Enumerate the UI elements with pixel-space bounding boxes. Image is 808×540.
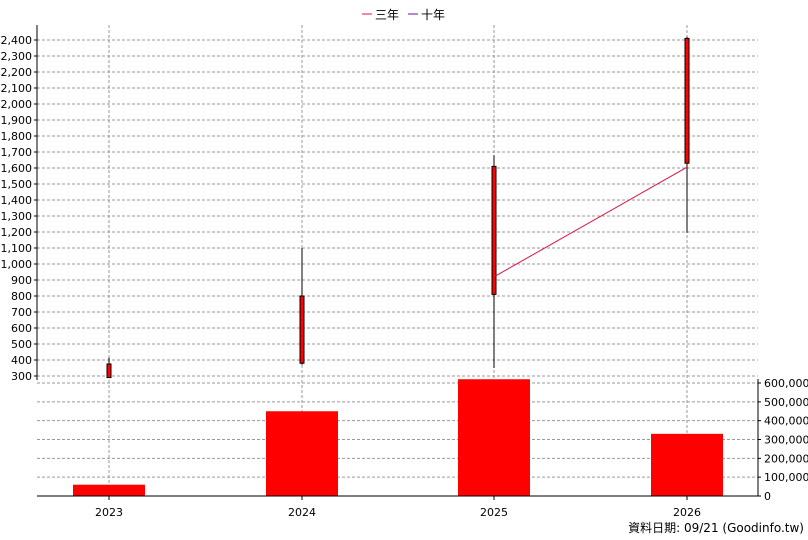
price-candles	[106, 36, 690, 379]
price-tick-label: 700	[11, 306, 32, 319]
grid	[37, 25, 758, 496]
price-tick-label: 1,900	[1, 114, 33, 127]
price-tick-label: 2,000	[1, 98, 33, 111]
average-lines	[493, 166, 688, 278]
price-tick-label: 1,200	[1, 226, 33, 239]
volume-bar-2024	[266, 411, 338, 496]
volume-bars	[73, 379, 723, 496]
candle-body-2024	[299, 295, 305, 364]
candle-body-2023	[106, 363, 112, 379]
volume-tick-label: 500,000	[764, 396, 808, 409]
price-tick-label: 1,400	[1, 194, 33, 207]
price-tick-label: 900	[11, 274, 32, 287]
price-tick-label: 1,600	[1, 162, 33, 175]
candle-body-2025	[491, 165, 497, 295]
legend: 三年 十年	[362, 8, 445, 22]
price-tick-label: 500	[11, 338, 32, 351]
price-tick-label: 2,100	[1, 82, 33, 95]
price-tick-label: 300	[11, 370, 32, 383]
x-tick-label-2025: 2025	[480, 506, 508, 519]
volume-tick-label: 200,000	[764, 452, 808, 465]
price-tick-label: 1,300	[1, 210, 33, 223]
volume-tick-label: 400,000	[764, 415, 808, 428]
x-tick-label-2026: 2026	[673, 506, 701, 519]
price-tick-label: 2,400	[1, 34, 33, 47]
price-tick-label: 1,800	[1, 130, 33, 143]
price-tick-label: 1,100	[1, 242, 33, 255]
legend-label-2: 十年	[421, 8, 445, 22]
legend-label-1: 三年	[375, 8, 399, 22]
volume-tick-label: 600,000	[764, 377, 808, 390]
axes	[34, 25, 761, 500]
x-tick-label-2023: 2023	[95, 506, 123, 519]
price-tick-label: 800	[11, 290, 32, 303]
price-tick-label: 2,200	[1, 66, 33, 79]
volume-bar-2023	[73, 484, 145, 496]
price-tick-label: 1,500	[1, 178, 33, 191]
line-series-1	[493, 166, 688, 278]
candle-body-2026	[684, 37, 690, 164]
volume-tick-label: 300,000	[764, 434, 808, 447]
price-tick-label: 1,000	[1, 258, 33, 271]
price-tick-label: 2,300	[1, 50, 33, 63]
price-tick-label: 400	[11, 354, 32, 367]
volume-tick-label: 0	[764, 490, 771, 503]
price-tick-label: 600	[11, 322, 32, 335]
price-tick-label: 1,700	[1, 146, 33, 159]
footer-source: 資料日期: 09/21 (Goodinfo.tw)	[628, 521, 804, 535]
tick-labels: 300 400 500 600 700 800 900 1,000 1,100 1,200 1,30…	[1, 34, 808, 519]
volume-tick-label: 100,000	[764, 471, 808, 484]
x-tick-label-2024: 2024	[288, 506, 316, 519]
volume-bar-2026	[651, 433, 723, 496]
volume-bar-2025	[458, 379, 530, 496]
